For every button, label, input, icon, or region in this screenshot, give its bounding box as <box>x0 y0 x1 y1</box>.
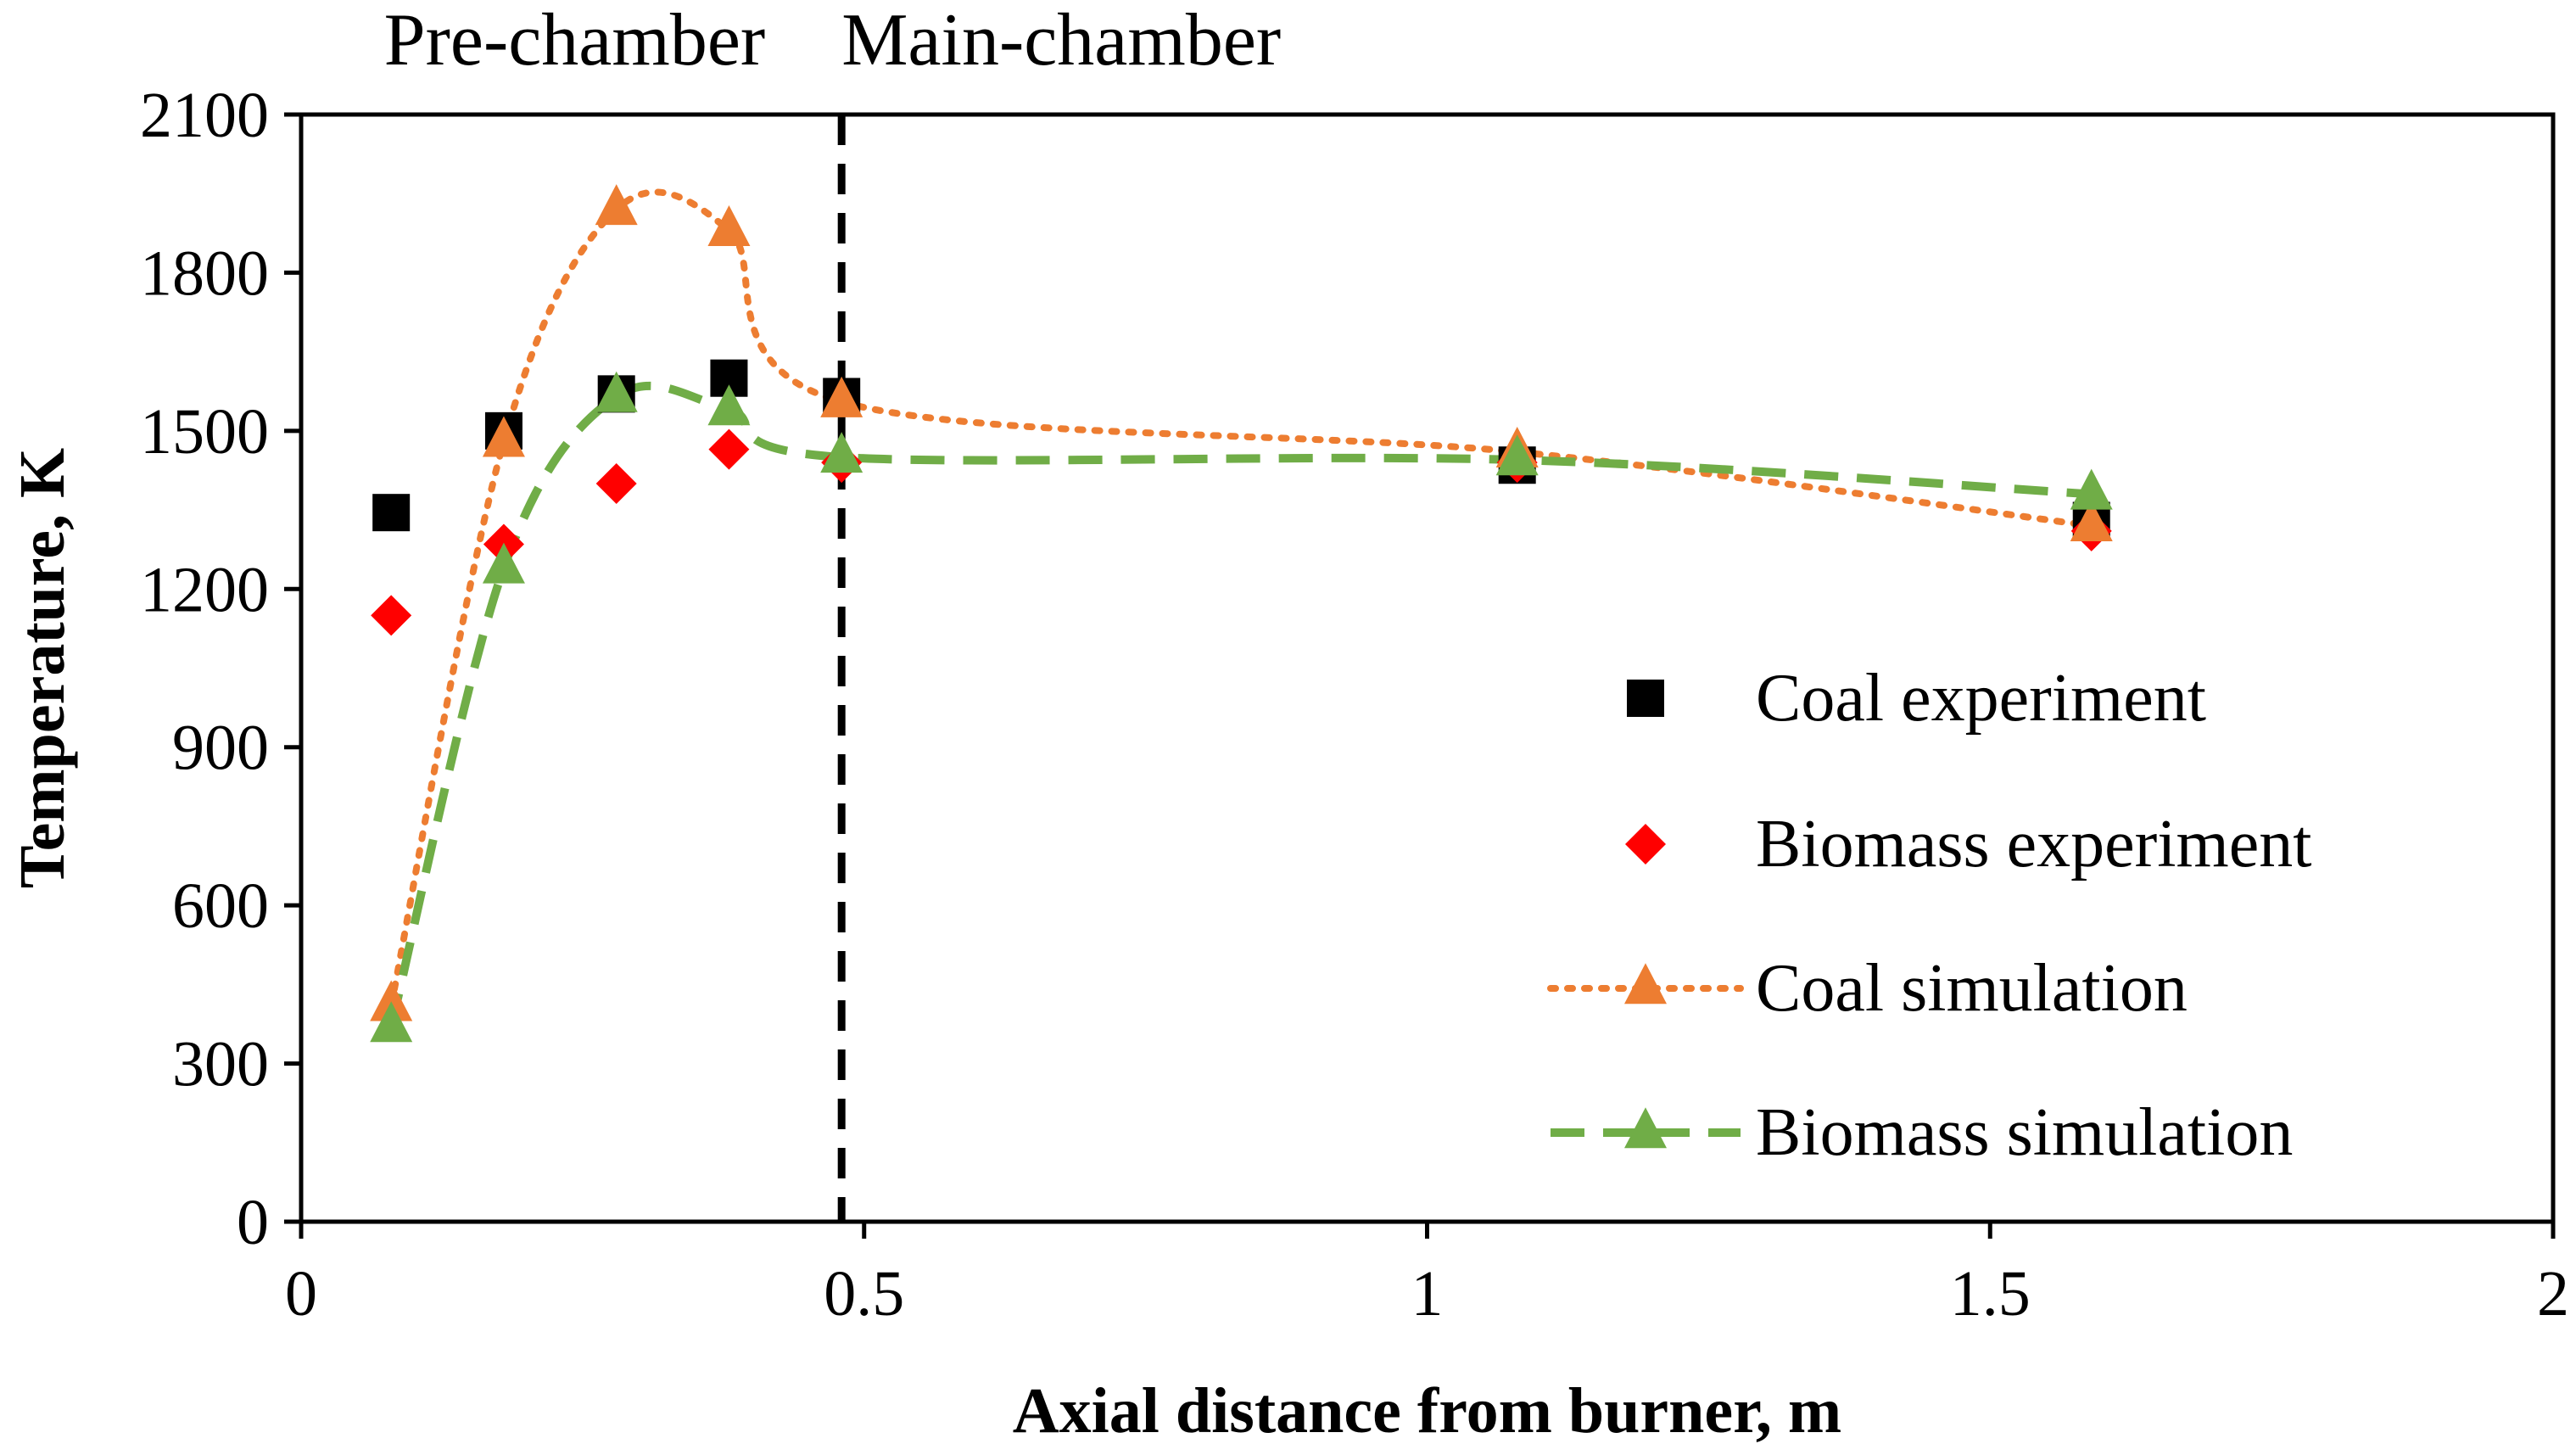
biomass-simulation-point <box>820 432 863 473</box>
y-tick-label: 0 <box>237 1187 269 1258</box>
x-tick-label: 0 <box>285 1258 317 1329</box>
coal-experiment-point <box>372 494 411 532</box>
y-tick-label: 300 <box>172 1029 269 1100</box>
biomass-simulation-point <box>707 384 751 426</box>
legend-marker-biomass-simulation <box>1624 1107 1667 1149</box>
biomass-simulation-point <box>1495 434 1539 476</box>
y-tick-label: 1200 <box>140 554 269 625</box>
x-tick-label: 1.5 <box>1950 1258 2031 1329</box>
coal-simulation-point <box>2070 500 2113 541</box>
plot-frame <box>299 112 2556 1224</box>
y-tick-label: 2100 <box>140 80 269 151</box>
coal-simulation-point <box>595 184 638 226</box>
biomass-simulation-point <box>2070 468 2113 510</box>
legend-label-biomass-experiment: Biomass experiment <box>1756 807 2311 881</box>
main-chamber-label: Main-chamber <box>841 0 1281 81</box>
biomass-experiment-point <box>708 428 750 470</box>
coal-simulation-point <box>482 416 525 457</box>
coal-simulation-point <box>707 204 751 246</box>
y-axis-title: Temperature, K <box>7 448 78 888</box>
legend-marker-biomass-experiment <box>1625 824 1666 865</box>
pre-chamber-label: Pre-chamber <box>384 0 766 81</box>
coal-simulation-point <box>370 980 413 1021</box>
biomass-experiment-point <box>595 463 637 504</box>
coal-simulation-point <box>820 376 863 417</box>
biomass-experiment-point <box>371 595 412 636</box>
coal-simulation-line <box>388 188 2095 1010</box>
x-tick-label: 0.5 <box>824 1258 904 1329</box>
x-axis-title: Axial distance from burner, m <box>1013 1375 1841 1447</box>
x-tick-label: 1 <box>1411 1258 1444 1329</box>
legend-label-coal-simulation: Coal simulation <box>1756 951 2188 1026</box>
y-tick-label: 1500 <box>140 396 269 467</box>
y-tick-label: 900 <box>172 713 269 784</box>
legend-marker-coal-simulation <box>1624 963 1667 1005</box>
legend-label-coal-experiment: Coal experiment <box>1756 661 2206 736</box>
legend-marker-coal-experiment <box>1627 680 1664 717</box>
x-tick-label: 2 <box>2537 1258 2569 1329</box>
biomass-simulation-point <box>370 1001 413 1043</box>
y-tick-label: 600 <box>172 870 269 942</box>
y-tick-label: 1800 <box>140 238 269 309</box>
biomass-simulation-line <box>387 381 2093 1028</box>
biomass-simulation-point <box>482 542 525 584</box>
biomass-simulation-point <box>595 371 638 412</box>
legend-label-biomass-simulation: Biomass simulation <box>1756 1095 2293 1170</box>
